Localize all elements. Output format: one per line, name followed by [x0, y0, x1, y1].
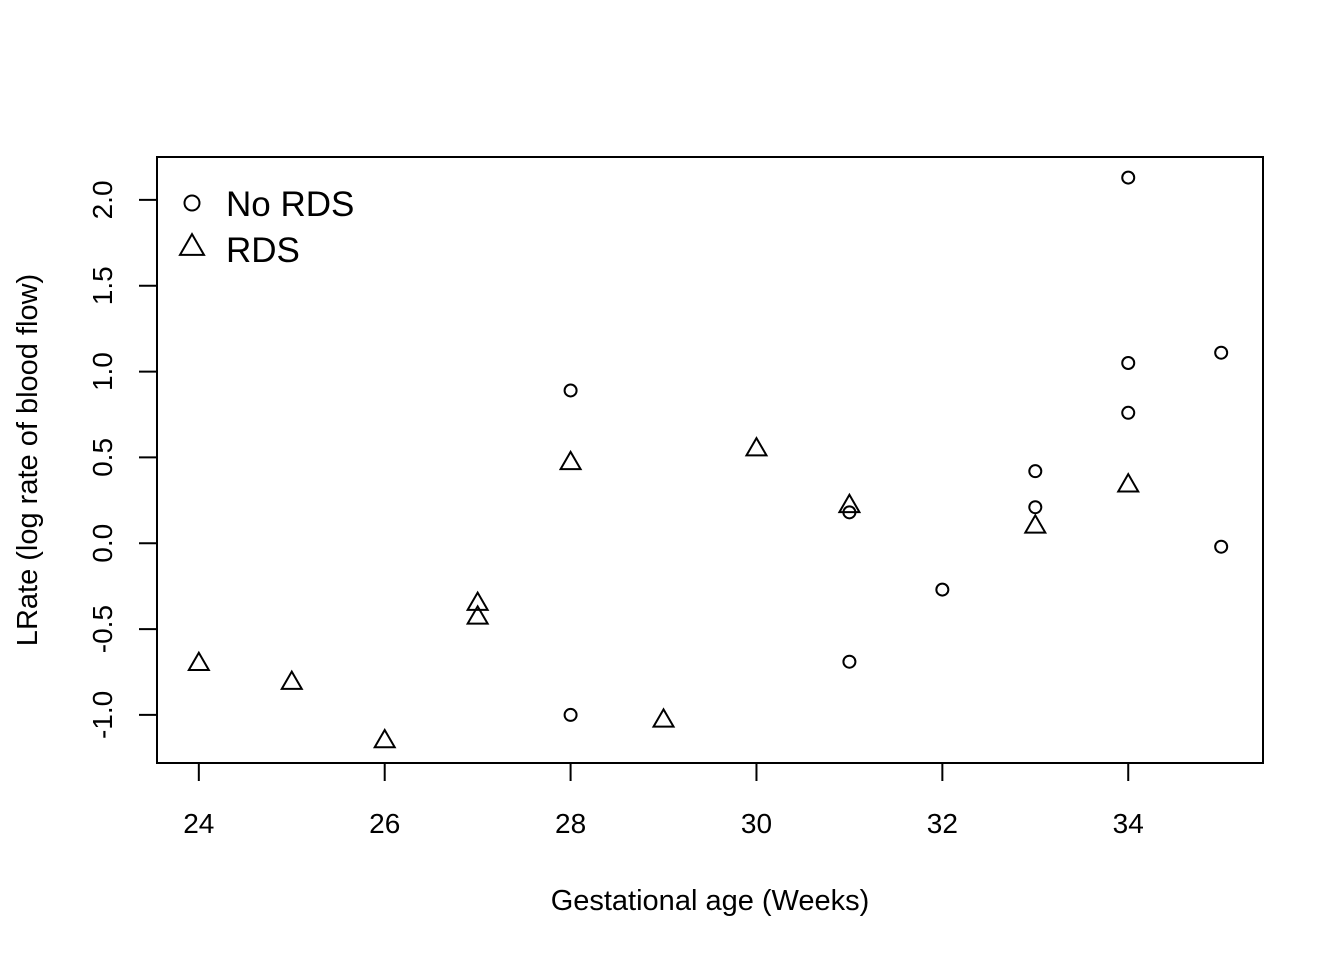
- y-tick-label: 1.5: [87, 266, 118, 305]
- no-rds-point: [1214, 345, 1229, 360]
- rds-point: [187, 650, 211, 672]
- legend-circle-icon: [183, 194, 201, 212]
- y-tick-label: -1.0: [87, 691, 118, 739]
- no-rds-point: [1121, 356, 1136, 371]
- x-tick-label: 28: [555, 808, 586, 839]
- legend-triangle-icon: [178, 232, 206, 256]
- x-tick-label: 24: [183, 808, 214, 839]
- rds-point: [372, 727, 397, 749]
- rds-point: [465, 604, 490, 625]
- rds-point: [1116, 472, 1140, 493]
- rds-point: [558, 449, 583, 471]
- no-rds-point: [1121, 170, 1136, 185]
- y-tick-label: 0.5: [87, 438, 118, 477]
- no-rds-point: [842, 654, 857, 669]
- no-rds-point: [1214, 539, 1229, 554]
- axes: 24 26 28 30 32 34 -1.0 -0.5 0.0 0.5 1.0 1.5 2.0: [87, 180, 1144, 839]
- rds-point: [465, 590, 490, 611]
- x-tick-label: 30: [741, 808, 772, 839]
- y-tick-label: 1.0: [87, 352, 118, 391]
- rds-point: [837, 492, 862, 514]
- no-rds-point: [1121, 405, 1136, 420]
- y-axis-label: LRate (log rate of blood flow): [12, 274, 44, 646]
- rds-point: [280, 669, 304, 690]
- legend-label-rds: RDS: [226, 231, 300, 270]
- y-tick-label: -0.5: [87, 605, 118, 653]
- x-tick-label: 32: [927, 808, 958, 839]
- rds-point: [744, 436, 769, 457]
- no-rds-point: [935, 582, 950, 597]
- no-rds-point: [563, 707, 578, 722]
- no-rds-point: [563, 383, 578, 398]
- x-axis-label: Gestational age (Weeks): [551, 885, 870, 917]
- legend-label-no-rds: No RDS: [226, 185, 354, 224]
- x-tick-label: 26: [369, 808, 400, 839]
- rds-point: [1023, 513, 1048, 534]
- no-rds-point: [1028, 464, 1043, 479]
- y-tick-label: 2.0: [87, 180, 118, 219]
- y-tick-label: 0.0: [87, 524, 118, 563]
- no-rds-point: [1028, 500, 1043, 515]
- rds-point: [651, 707, 676, 728]
- data-points: [187, 170, 1229, 749]
- legend: No RDS RDS: [178, 185, 354, 270]
- x-tick-label: 34: [1113, 808, 1144, 839]
